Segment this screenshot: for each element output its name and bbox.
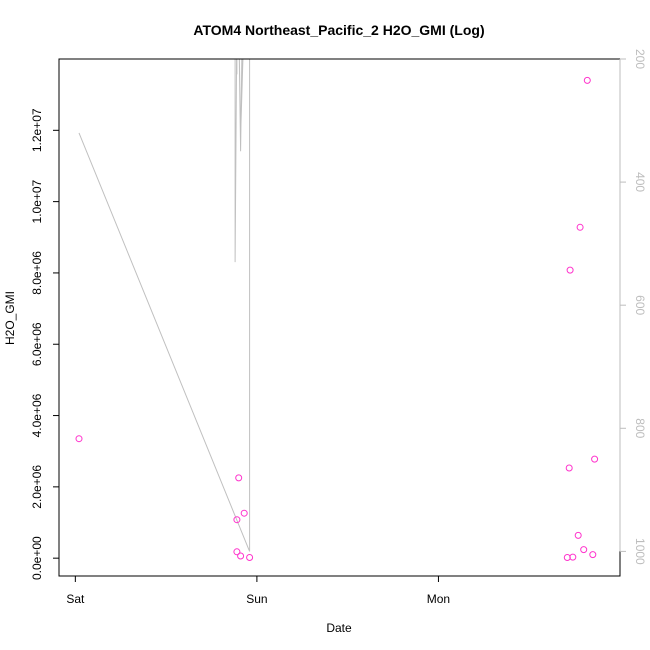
x-axis: Sat Sun Mon xyxy=(66,575,450,606)
chart-title: ATOM4 Northeast_Pacific_2 H2O_GMI (Log) xyxy=(193,22,484,38)
y-tick-label-right: 1000 xyxy=(633,538,647,565)
y-tick-label-right: 200 xyxy=(633,49,647,69)
y-tick-label-left: 2.0e+06 xyxy=(30,465,44,509)
data-point xyxy=(237,552,245,560)
y-tick-label-left: 0.0e+00 xyxy=(30,536,44,580)
primary-series-layer xyxy=(75,76,599,561)
data-point xyxy=(235,474,243,482)
x-tick-label: Mon xyxy=(427,592,450,606)
y-tick-label-left: 1.2e+07 xyxy=(30,108,44,152)
x-axis-label: Date xyxy=(326,621,352,635)
x-tick-label: Sun xyxy=(246,592,267,606)
data-point xyxy=(576,223,584,231)
y-tick-label-left: 6.0e+06 xyxy=(30,322,44,366)
y-tick-label-left: 4.0e+06 xyxy=(30,393,44,437)
secondary-series-layer xyxy=(78,59,251,552)
y-axis-left: 0.0e+00 2.0e+06 4.0e+06 6.0e+06 8.0e+06 1.0e+… xyxy=(30,108,60,580)
data-point xyxy=(240,509,248,517)
data-point xyxy=(580,546,588,554)
y-axis-right: 200 400 600 800 1000 xyxy=(619,49,647,565)
y-tick-label-right: 800 xyxy=(633,418,647,438)
data-point xyxy=(589,551,597,559)
secondary-series-line xyxy=(78,59,251,552)
y-axis-label: H2O_GMI xyxy=(3,291,17,345)
y-tick-label-right: 600 xyxy=(633,295,647,315)
data-point xyxy=(583,76,591,84)
data-point xyxy=(566,266,574,274)
data-point xyxy=(569,553,577,561)
data-point xyxy=(565,464,573,472)
y-tick-label-right: 400 xyxy=(633,172,647,192)
data-point xyxy=(246,554,254,561)
data-point xyxy=(233,516,241,524)
y-tick-label-left: 1.0e+07 xyxy=(30,179,44,223)
data-point xyxy=(75,435,83,443)
plot-frame xyxy=(58,58,621,577)
x-tick-label: Sat xyxy=(66,592,85,606)
y-tick-label-left: 8.0e+06 xyxy=(30,251,44,295)
data-point xyxy=(574,531,582,539)
data-point xyxy=(233,548,241,556)
data-point xyxy=(591,455,599,463)
